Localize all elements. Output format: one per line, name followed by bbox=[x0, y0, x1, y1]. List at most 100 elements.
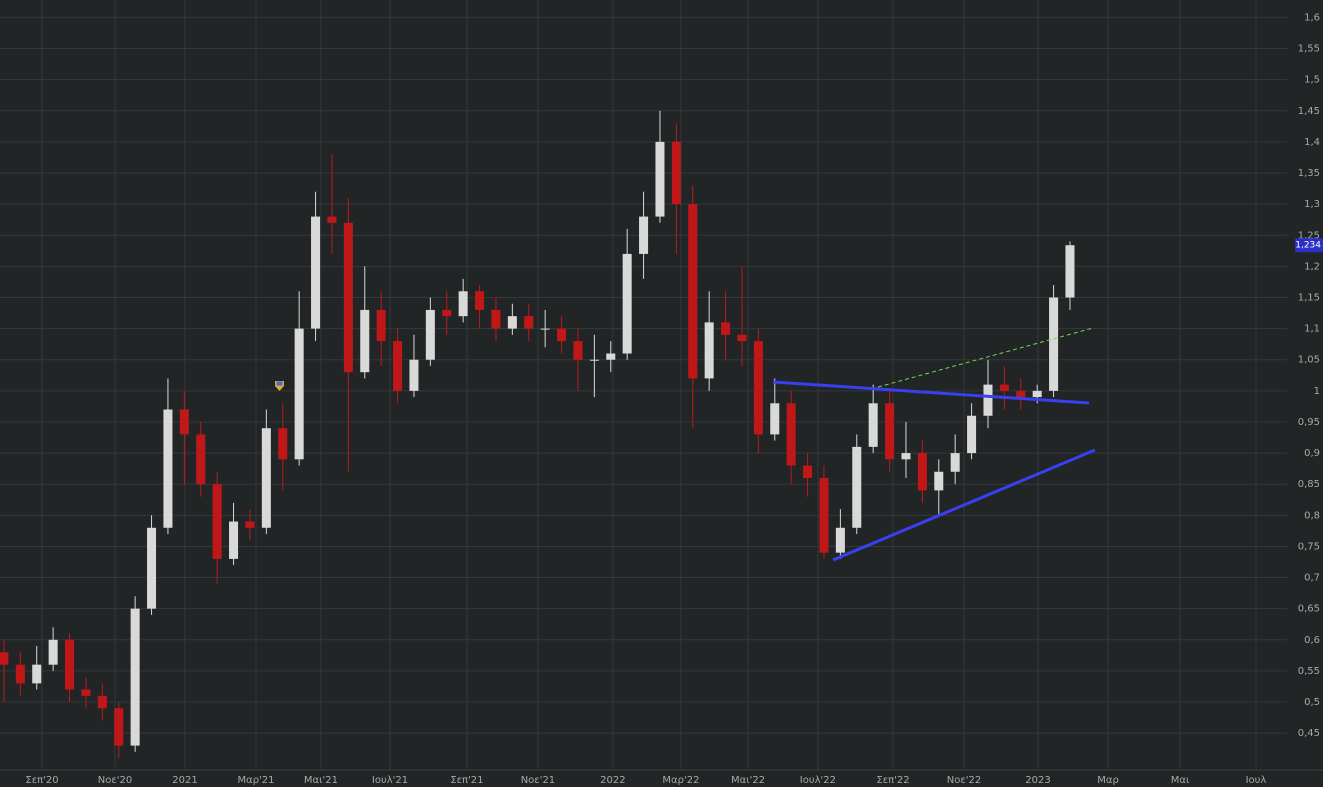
candle-body bbox=[245, 521, 255, 528]
candle-body bbox=[311, 216, 321, 329]
candle-body bbox=[507, 316, 517, 329]
candle-body bbox=[573, 341, 583, 360]
candle-body bbox=[557, 328, 567, 342]
y-tick-label: 1,5 bbox=[1304, 75, 1320, 86]
candle-body bbox=[852, 446, 862, 528]
candle-body bbox=[868, 403, 878, 447]
candle-body bbox=[967, 415, 977, 454]
candles bbox=[0, 110, 1075, 759]
x-tick-label: Σεπ'21 bbox=[450, 775, 483, 786]
candle-body bbox=[835, 527, 845, 553]
trendline bbox=[772, 380, 1090, 405]
candle-body bbox=[885, 403, 895, 460]
candle-body bbox=[721, 322, 731, 335]
candle-body bbox=[1065, 245, 1075, 298]
x-tick-label: Μαι'21 bbox=[304, 775, 338, 786]
y-tick-label: 1,3 bbox=[1304, 199, 1320, 210]
candle-body bbox=[212, 484, 222, 559]
y-tick-label: 0,9 bbox=[1304, 448, 1320, 459]
candle-body bbox=[163, 409, 173, 528]
candle-body bbox=[196, 434, 206, 485]
y-tick-label: 0,95 bbox=[1298, 417, 1320, 428]
candle-body bbox=[458, 291, 468, 317]
candle-body bbox=[409, 359, 419, 391]
axes: 0,45 0,5 0,55 0,6 0,65 0,7 0,75 0,8 0,85 0,9 0,95 1… bbox=[25, 12, 1323, 786]
last-price-box bbox=[1295, 238, 1323, 253]
candle-body bbox=[147, 527, 157, 609]
y-tick-label: 0,45 bbox=[1298, 728, 1320, 739]
candle-body bbox=[278, 428, 288, 460]
candle-body bbox=[442, 309, 452, 317]
event-icon[interactable] bbox=[275, 381, 284, 391]
trendline bbox=[832, 448, 1096, 562]
candle-body bbox=[65, 639, 75, 690]
candle-body bbox=[425, 309, 435, 360]
candle-body bbox=[999, 384, 1009, 391]
y-tick-label: 1,35 bbox=[1298, 168, 1320, 179]
candle-body bbox=[327, 216, 337, 223]
x-tick-label: Μαρ'21 bbox=[237, 775, 274, 786]
x-tick-label: Σεπ'20 bbox=[25, 775, 58, 786]
y-tick-label: 0,85 bbox=[1298, 479, 1320, 490]
candle-body bbox=[786, 403, 796, 466]
candle-body bbox=[622, 253, 632, 354]
candle-body bbox=[606, 353, 616, 360]
candle-body bbox=[81, 689, 91, 696]
y-tick-label: 0,65 bbox=[1298, 604, 1320, 615]
y-tick-label: 1,6 bbox=[1304, 12, 1320, 23]
y-axis-panel bbox=[1287, 0, 1323, 770]
candle-body bbox=[15, 664, 25, 684]
y-tick-label: 1,55 bbox=[1298, 44, 1320, 55]
x-tick-label: Νοε'22 bbox=[947, 775, 981, 786]
candle-body bbox=[737, 334, 747, 342]
candle-body bbox=[639, 216, 649, 254]
x-tick-label: Ιουλ bbox=[1246, 775, 1267, 786]
x-tick-label: Μαι'22 bbox=[731, 775, 765, 786]
candle-body bbox=[688, 204, 698, 379]
y-tick-label: 0,7 bbox=[1304, 573, 1320, 584]
candle-body bbox=[475, 291, 485, 310]
x-tick-label: 2022 bbox=[600, 775, 625, 786]
y-tick-label: 1,1 bbox=[1304, 324, 1320, 335]
y-tick-label: 1,2 bbox=[1304, 261, 1320, 272]
candle-body bbox=[655, 141, 665, 217]
y-tick-label: 1,4 bbox=[1304, 137, 1320, 148]
candle-body bbox=[770, 403, 780, 435]
x-tick-label: Μαρ bbox=[1097, 775, 1119, 786]
candle-body bbox=[983, 384, 993, 416]
candle-body bbox=[376, 309, 386, 342]
candle-body bbox=[950, 453, 960, 472]
candle-body bbox=[917, 453, 927, 491]
candle-body bbox=[393, 341, 403, 391]
candle-body bbox=[343, 222, 353, 373]
candle-body bbox=[114, 708, 124, 746]
candle-body bbox=[491, 309, 501, 329]
x-tick-label: Νοε'21 bbox=[521, 775, 555, 786]
candle-body bbox=[261, 428, 271, 528]
y-tick-label: 1,45 bbox=[1298, 106, 1320, 117]
candle-body bbox=[179, 409, 189, 435]
trendline bbox=[877, 327, 1094, 388]
candle-body bbox=[1049, 297, 1059, 391]
x-tick-label: 2023 bbox=[1025, 775, 1050, 786]
y-tick-label: 1,05 bbox=[1298, 355, 1320, 366]
candle-body bbox=[934, 471, 944, 491]
y-tick-label: 0,5 bbox=[1304, 697, 1320, 708]
y-tick-label: 1,15 bbox=[1298, 292, 1320, 303]
candle-body bbox=[540, 328, 550, 330]
candle-body bbox=[294, 328, 304, 460]
candle-body bbox=[0, 652, 9, 665]
candle-body bbox=[589, 359, 599, 361]
candle-body bbox=[803, 465, 813, 478]
y-tick-label: 0,75 bbox=[1298, 541, 1320, 552]
y-tick-label: 1 bbox=[1314, 386, 1320, 397]
x-tick-label: Μαι bbox=[1171, 775, 1190, 786]
candle-body bbox=[671, 141, 681, 205]
y-tick-label: 1,25 bbox=[1298, 230, 1320, 241]
y-tick-label: 0,8 bbox=[1304, 510, 1320, 521]
candle-body bbox=[32, 664, 42, 684]
x-tick-label: Μαρ'22 bbox=[662, 775, 699, 786]
candle-body bbox=[524, 316, 534, 329]
